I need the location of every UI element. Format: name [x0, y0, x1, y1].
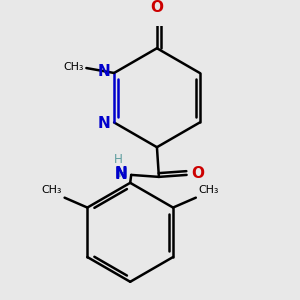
Text: O: O: [192, 167, 205, 182]
Text: CH₃: CH₃: [63, 62, 83, 72]
Text: H: H: [118, 167, 127, 180]
Text: O: O: [150, 0, 164, 15]
Text: CH₃: CH₃: [199, 185, 219, 195]
Text: CH₃: CH₃: [41, 185, 62, 195]
Text: N: N: [115, 167, 127, 182]
Text: N: N: [98, 116, 110, 131]
Text: N: N: [98, 64, 110, 79]
Text: H: H: [114, 153, 123, 166]
Text: N: N: [115, 167, 127, 182]
